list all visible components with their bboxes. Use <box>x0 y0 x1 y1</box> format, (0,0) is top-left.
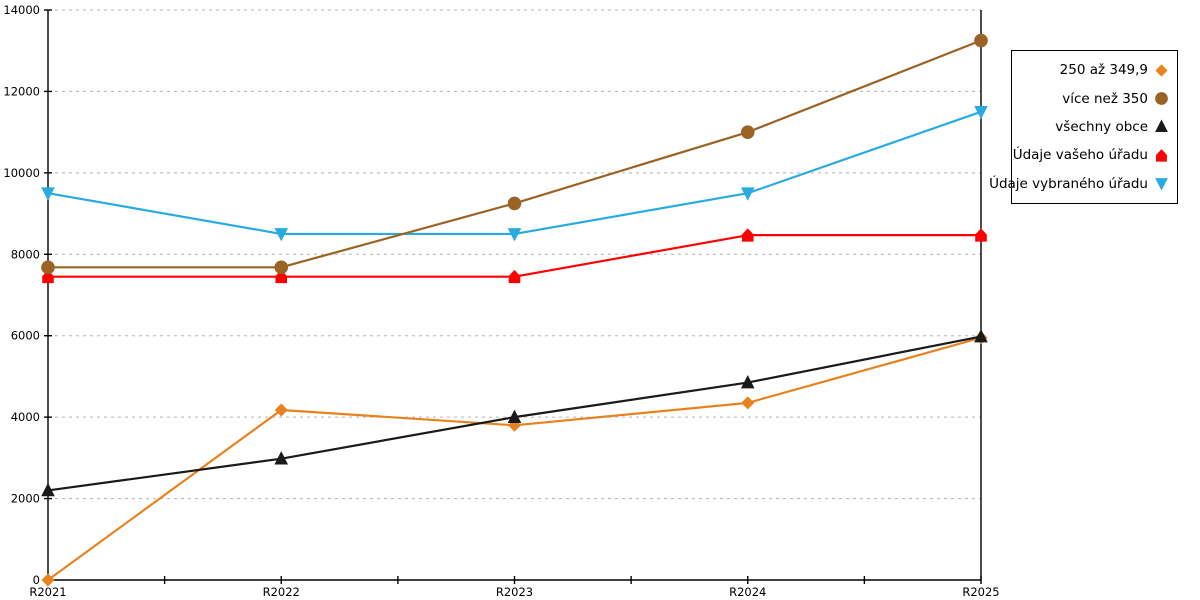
legend-label: 250 až 349,9 <box>1059 62 1148 79</box>
legend-label: všechny obce <box>1055 118 1148 135</box>
legend-marker-diamond-icon <box>1155 64 1168 77</box>
data-point-marker-triangle-down <box>740 187 755 201</box>
series-group-1 <box>41 33 988 275</box>
data-point-marker-triangle-down <box>274 228 289 242</box>
legend-label: Údaje vašeho úřadu <box>1012 147 1148 164</box>
series-group-2 <box>41 329 988 497</box>
legend-label: Údaje vybraného úřadu <box>989 175 1148 192</box>
data-point-marker-triangle-down <box>41 187 55 201</box>
data-point-marker-diamond <box>741 396 755 410</box>
data-point-marker-triangle-up <box>974 329 988 343</box>
data-point-marker-circle <box>274 260 289 275</box>
triangle-up-glyph <box>1155 119 1168 133</box>
x-tick-label: R2023 <box>496 585 533 599</box>
triangle-down-glyph <box>1155 178 1168 191</box>
circle-glyph <box>1155 92 1168 105</box>
y-tick-label: 14000 <box>3 3 40 17</box>
y-tick-label: 0 <box>33 573 40 587</box>
chart-legend: 250 až 349,9 více než 350 všechny obce Údaj… <box>989 50 1178 204</box>
legend-item: Údaje vašeho úřadu <box>1013 141 1169 169</box>
y-tick-label: 6000 <box>11 329 40 343</box>
data-point-marker-diamond <box>274 403 288 417</box>
data-point-marker-circle <box>507 196 522 211</box>
y-tick-label: 12000 <box>3 84 40 98</box>
series-group-0 <box>41 331 988 587</box>
house-glyph <box>1156 149 1167 162</box>
series-group-4 <box>41 105 988 242</box>
diamond-glyph <box>1155 64 1168 77</box>
data-point-marker-triangle-up <box>41 482 55 497</box>
x-tick-label: R2021 <box>29 585 66 599</box>
y-tick-label: 8000 <box>11 247 40 261</box>
series-line <box>47 336 982 581</box>
y-tick-label: 4000 <box>11 410 40 424</box>
x-tick-label: R2022 <box>263 585 300 599</box>
data-point-marker-circle <box>974 33 988 48</box>
x-tick-label: R2024 <box>729 585 766 599</box>
data-point-marker-diamond <box>41 573 55 587</box>
x-tick-label: R2025 <box>962 585 999 599</box>
y-tick-label: 10000 <box>3 166 40 180</box>
legend-item: všechny obce <box>1020 113 1169 141</box>
data-point-marker-triangle-down <box>974 105 988 120</box>
y-tick-label: 2000 <box>11 492 40 506</box>
data-point-marker-house <box>975 228 987 242</box>
legend-label: více než 350 <box>1062 90 1148 107</box>
legend-marker-circle-icon <box>1155 92 1168 105</box>
data-point-marker-circle <box>740 125 755 139</box>
data-point-marker-triangle-down <box>507 228 522 242</box>
data-point-marker-house <box>741 228 754 242</box>
legend-marker-triangle-up-icon <box>1155 119 1168 133</box>
data-point-marker-house <box>508 269 521 284</box>
legend-marker-house-icon <box>1156 149 1167 162</box>
legend-item: 250 až 349,9 <box>1020 56 1169 84</box>
legend-marker-triangle-down-icon <box>1155 178 1168 191</box>
data-point-marker-triangle-up <box>274 451 289 465</box>
data-point-marker-circle <box>41 260 55 275</box>
legend-item: Údaje vybraného úřadu <box>989 170 1169 198</box>
data-point-marker-triangle-up <box>740 375 755 389</box>
legend-item: více než 350 <box>1020 84 1169 112</box>
data-point-marker-triangle-up <box>507 409 522 423</box>
